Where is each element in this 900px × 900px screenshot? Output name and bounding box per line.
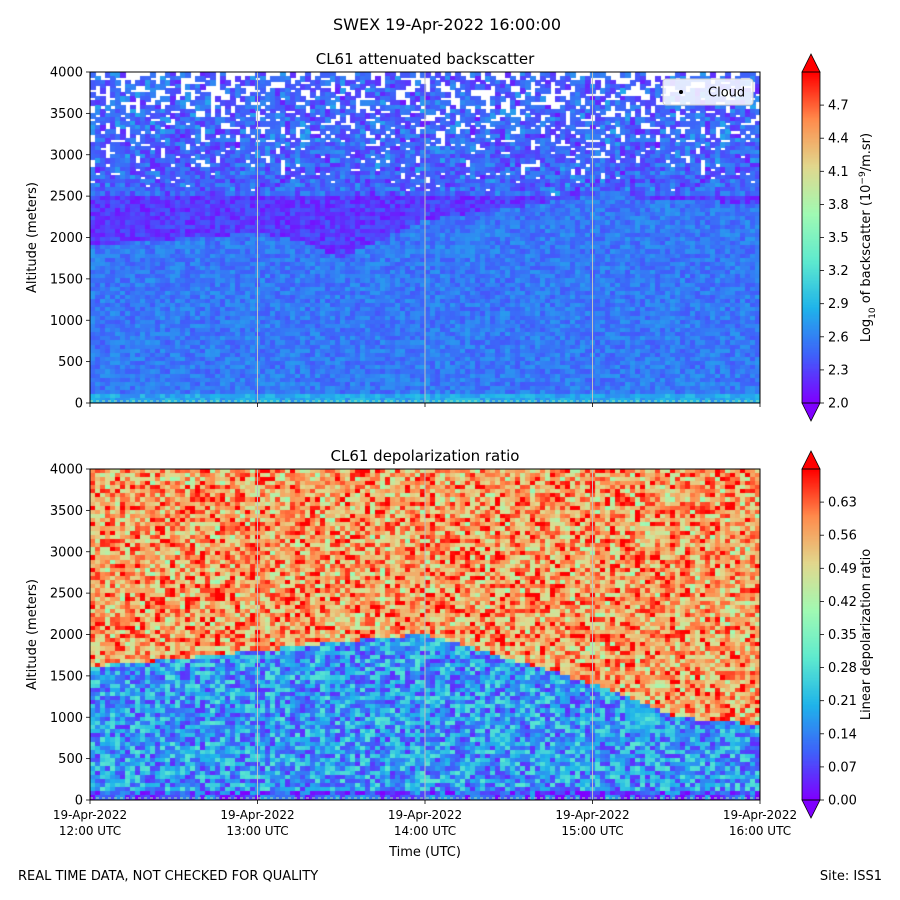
- legend-marker-cloud: [679, 90, 683, 94]
- colorbar-tick-label: 3.2: [828, 264, 849, 279]
- y-tick-label: 1000: [50, 711, 83, 726]
- y-tick-label: 3000: [50, 148, 83, 163]
- site-label: Site: ISS1: [819, 869, 882, 884]
- y-tick-label: 2000: [50, 628, 83, 643]
- colorbar-extend-min-1: [801, 799, 821, 819]
- figure-title: SWEX 19-Apr-2022 16:00:00: [333, 15, 561, 34]
- x-tick-date: 19-Apr-2022: [555, 808, 629, 822]
- x-tick-time: 12:00 UTC: [59, 824, 121, 838]
- x-axis-label: Time (UTC): [388, 845, 461, 860]
- colorbar-extend-max-1: [801, 450, 821, 470]
- colorbar-tick-label: 2.3: [828, 363, 849, 378]
- y-tick-label: 500: [58, 752, 83, 767]
- y-tick-label: 0: [75, 397, 83, 412]
- colorbar-gradient-1: [802, 469, 820, 800]
- colorbar-tick-label: 0.00: [828, 794, 857, 809]
- colorbar-tick-label: 0.56: [828, 529, 857, 544]
- legend-label-cloud: Cloud: [708, 86, 745, 101]
- y-tick-label: 2500: [50, 587, 83, 602]
- colorbar-extend-max-0: [801, 53, 821, 73]
- colorbar-tick-label: 0.42: [828, 595, 857, 610]
- colorbar-tick-label: 0.49: [828, 562, 857, 577]
- y-tick-label: 3000: [50, 545, 83, 560]
- x-tick-time: 16:00 UTC: [729, 824, 791, 838]
- colorbar-tick-label: 0.14: [828, 727, 857, 742]
- y-tick-label: 4000: [50, 66, 83, 81]
- colorbar-label: Log10 of backscatter (10−9/m.sr): [858, 133, 878, 342]
- y-tick-label: 1000: [50, 314, 83, 329]
- y-tick-label: 4000: [50, 463, 83, 478]
- y-tick-label: 0: [75, 794, 83, 809]
- quality-disclaimer: REAL TIME DATA, NOT CHECKED FOR QUALITY: [18, 869, 319, 884]
- x-tick-date: 19-Apr-2022: [723, 808, 797, 822]
- colorbar-tick-label: 4.1: [828, 165, 849, 180]
- x-tick-date: 19-Apr-2022: [220, 808, 294, 822]
- y-tick-label: 2000: [50, 231, 83, 246]
- x-tick-date: 19-Apr-2022: [388, 808, 462, 822]
- y-tick-label: 500: [58, 355, 83, 370]
- colorbar-tick-label: 2.6: [828, 330, 849, 345]
- colorbar-tick-label: 2.9: [828, 297, 849, 312]
- y-tick-label: 2500: [50, 190, 83, 205]
- legend-box: [662, 78, 754, 106]
- x-tick-date: 19-Apr-2022: [53, 808, 127, 822]
- chart-title: CL61 attenuated backscatter: [316, 50, 535, 68]
- colorbar-tick-label: 2.0: [828, 397, 849, 412]
- x-tick-time: 15:00 UTC: [561, 824, 623, 838]
- colorbar-label: Linear depolarization ratio: [859, 549, 874, 720]
- y-tick-label: 3500: [50, 107, 83, 122]
- colorbar-tick-label: 4.7: [828, 99, 849, 114]
- backscatter-chart: 0 500 1000 1500 2000 2500 3000 3500 4000 CL61 att…: [25, 50, 878, 422]
- colorbar-tick-label: 4.4: [828, 132, 849, 147]
- y-axis-label: Altitude (meters): [25, 579, 40, 690]
- colorbar-gradient-0: [802, 72, 820, 403]
- colorbar-tick-label: 0.21: [828, 694, 857, 709]
- colorbar-tick-label: 3.8: [828, 198, 849, 213]
- colorbar-tick-label: 0.35: [828, 628, 857, 643]
- depolarization-chart: 0 500 1000 1500 2000 2500 3000 3500 4000 19-Apr-2…: [25, 447, 874, 860]
- y-tick-label: 1500: [50, 272, 83, 287]
- x-tick-time: 14:00 UTC: [394, 824, 456, 838]
- colorbar-tick-label: 0.28: [828, 661, 857, 676]
- chart-title: CL61 depolarization ratio: [331, 447, 520, 465]
- colorbar-tick-label: 3.5: [828, 231, 849, 246]
- y-axis-label: Altitude (meters): [25, 182, 40, 293]
- y-tick-label: 3500: [50, 504, 83, 519]
- x-tick-time: 13:00 UTC: [226, 824, 288, 838]
- colorbar-tick-label: 0.63: [828, 496, 857, 511]
- y-tick-label: 1500: [50, 669, 83, 684]
- colorbar-extend-min-0: [801, 402, 821, 422]
- colorbar-tick-label: 0.07: [828, 760, 857, 775]
